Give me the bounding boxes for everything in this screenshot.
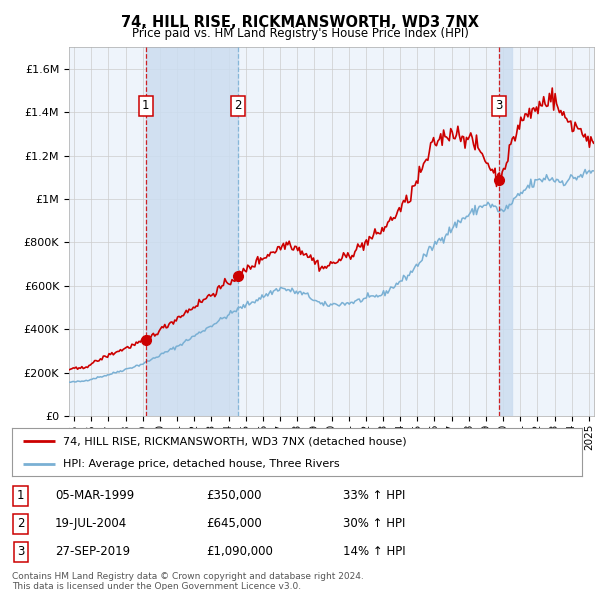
Text: 74, HILL RISE, RICKMANSWORTH, WD3 7NX: 74, HILL RISE, RICKMANSWORTH, WD3 7NX xyxy=(121,15,479,30)
Text: £1,090,000: £1,090,000 xyxy=(206,545,272,558)
Text: 27-SEP-2019: 27-SEP-2019 xyxy=(55,545,130,558)
Text: £645,000: £645,000 xyxy=(206,517,262,530)
Text: 74, HILL RISE, RICKMANSWORTH, WD3 7NX (detached house): 74, HILL RISE, RICKMANSWORTH, WD3 7NX (d… xyxy=(64,436,407,446)
Text: 1: 1 xyxy=(17,490,24,503)
Text: Price paid vs. HM Land Registry's House Price Index (HPI): Price paid vs. HM Land Registry's House … xyxy=(131,27,469,40)
Text: 2: 2 xyxy=(17,517,24,530)
Text: 3: 3 xyxy=(495,99,502,112)
Bar xyxy=(146,47,238,416)
Text: £350,000: £350,000 xyxy=(206,490,262,503)
Text: 30% ↑ HPI: 30% ↑ HPI xyxy=(343,517,405,530)
Text: 14% ↑ HPI: 14% ↑ HPI xyxy=(343,545,405,558)
Text: This data is licensed under the Open Government Licence v3.0.: This data is licensed under the Open Gov… xyxy=(12,582,301,590)
Text: 3: 3 xyxy=(17,545,24,558)
Text: 1: 1 xyxy=(142,99,149,112)
Bar xyxy=(499,47,512,416)
Text: HPI: Average price, detached house, Three Rivers: HPI: Average price, detached house, Thre… xyxy=(64,459,340,469)
Text: Contains HM Land Registry data © Crown copyright and database right 2024.: Contains HM Land Registry data © Crown c… xyxy=(12,572,364,581)
Text: 05-MAR-1999: 05-MAR-1999 xyxy=(55,490,134,503)
Text: 19-JUL-2004: 19-JUL-2004 xyxy=(55,517,127,530)
Text: 33% ↑ HPI: 33% ↑ HPI xyxy=(343,490,405,503)
Text: 2: 2 xyxy=(234,99,242,112)
